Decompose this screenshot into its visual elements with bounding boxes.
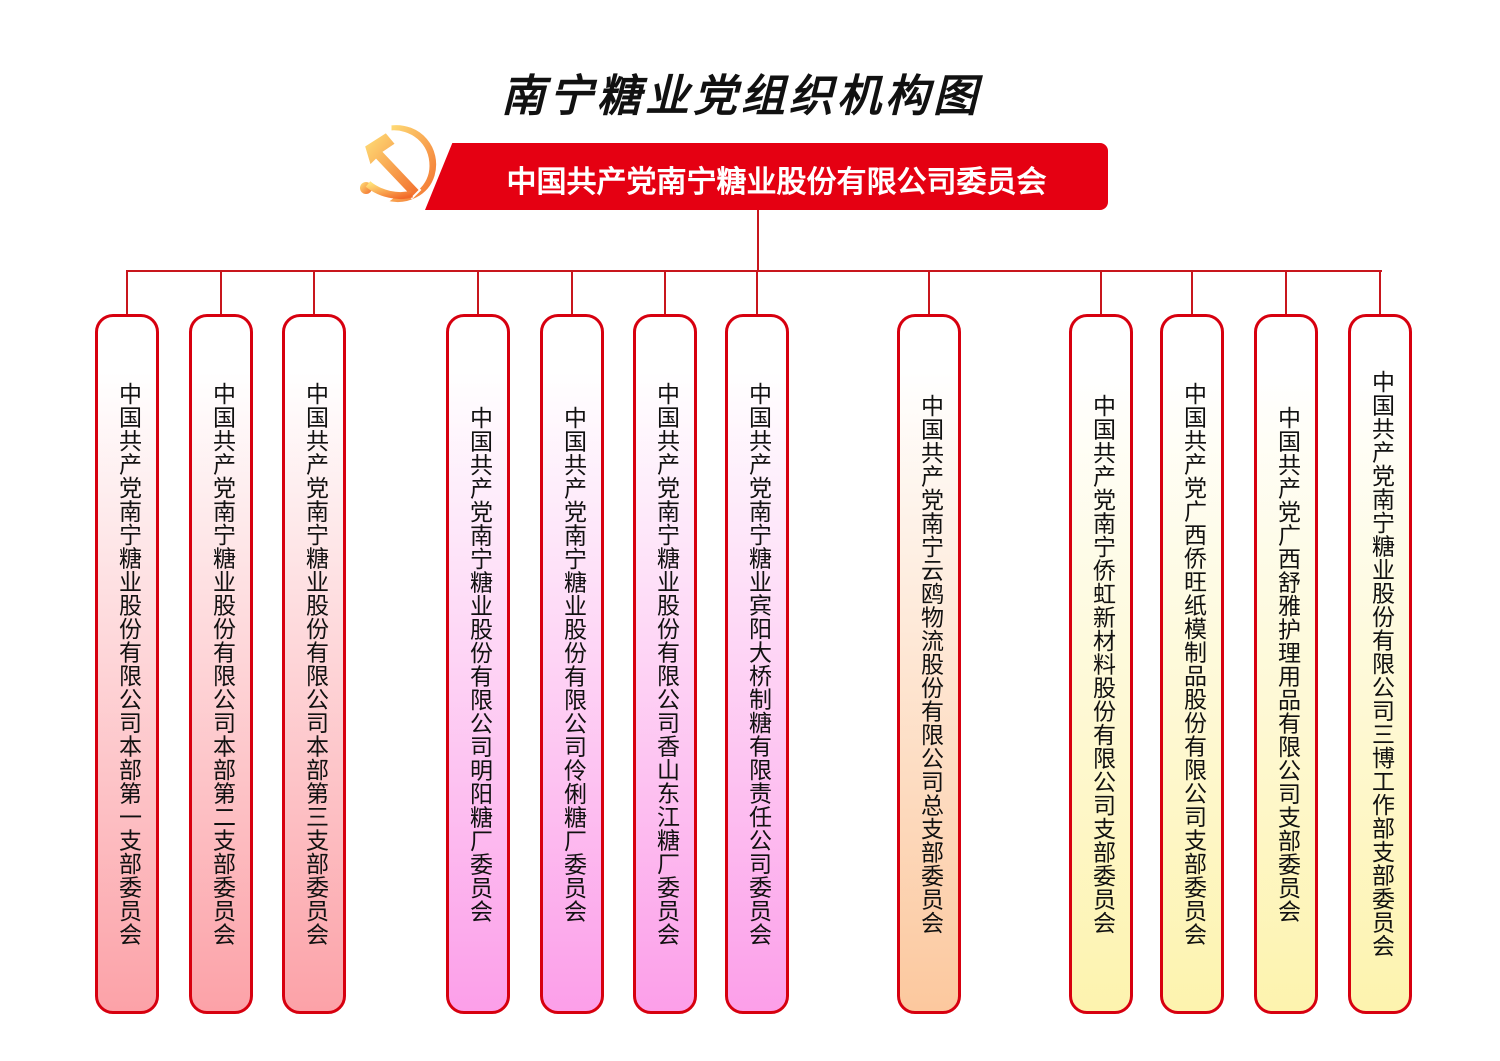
root-committee-node: 中国共产党南宁糖业股份有限公司委员会: [425, 143, 1108, 210]
branch-connector: [664, 271, 666, 315]
branch-committee-label: 中国共产党南宁糖业股份有限公司本部第三支部委员会: [301, 382, 328, 946]
branch-committee-node: 中国共产党广西侨旺纸模制品股份有限公司支部委员会: [1160, 314, 1224, 1014]
branch-connector: [313, 271, 315, 315]
branch-connector: [1100, 271, 1102, 315]
branch-committee-label: 中国共产党南宁糖业股份有限公司明阳糖厂委员会: [465, 405, 492, 923]
chart-title: 南宁糖业党组织机构图: [501, 71, 981, 122]
horizontal-connector: [126, 270, 1382, 272]
branch-connector: [220, 271, 222, 315]
branch-committee-label: 中国共产党南宁糖业股份有限公司香山东江糖厂委员会: [652, 382, 679, 946]
root-committee-label: 中国共产党南宁糖业股份有限公司委员会: [506, 165, 1047, 200]
branch-connector: [477, 271, 479, 315]
branch-committee-node: 中国共产党南宁云鸥物流股份有限公司总支部委员会: [897, 314, 961, 1014]
branch-committee-node: 中国共产党南宁糖业宾阳大桥制糖有限责任公司委员会: [725, 314, 789, 1014]
branch-committee-node: 中国共产党广西舒雅护理用品有限公司支部委员会: [1254, 314, 1318, 1014]
branch-committee-node: 中国共产党南宁糖业股份有限公司本部第三支部委员会: [282, 314, 346, 1014]
branch-committee-label: 中国共产党南宁糖业宾阳大桥制糖有限责任公司委员会: [744, 382, 771, 946]
branch-committee-label: 中国共产党南宁糖业股份有限公司三博工作部支部委员会: [1367, 370, 1394, 958]
branch-committee-label: 中国共产党广西舒雅护理用品有限公司支部委员会: [1273, 405, 1300, 923]
branch-connector: [1285, 271, 1287, 315]
branch-connector: [928, 271, 930, 315]
party-emblem-icon: [360, 122, 440, 205]
branch-committee-label: 中国共产党南宁糖业股份有限公司本部第二支部委员会: [208, 382, 235, 946]
branch-committee-node: 中国共产党南宁糖业股份有限公司明阳糖厂委员会: [446, 314, 510, 1014]
branch-connector: [126, 271, 128, 315]
branch-connector: [1191, 271, 1193, 315]
branch-committee-label: 中国共产党南宁云鸥物流股份有限公司总支部委员会: [916, 393, 943, 935]
branch-committee-label: 中国共产党南宁侨虹新材料股份有限公司支部委员会: [1088, 393, 1115, 935]
branch-connector: [571, 271, 573, 315]
branch-committee-node: 中国共产党南宁糖业股份有限公司三博工作部支部委员会: [1348, 314, 1412, 1014]
branch-connector: [1379, 271, 1381, 315]
branch-committee-node: 中国共产党南宁侨虹新材料股份有限公司支部委员会: [1069, 314, 1133, 1014]
branch-committee-node: 中国共产党南宁糖业股份有限公司本部第二支部委员会: [189, 314, 253, 1014]
branch-committee-label: 中国共产党南宁糖业股份有限公司伶俐糖厂委员会: [559, 405, 586, 923]
branch-committee-node: 中国共产党南宁糖业股份有限公司香山东江糖厂委员会: [633, 314, 697, 1014]
branch-committee-node: 中国共产党南宁糖业股份有限公司伶俐糖厂委员会: [540, 314, 604, 1014]
branch-committee-label: 中国共产党南宁糖业股份有限公司本部第一支部委员会: [114, 382, 141, 946]
branch-committee-node: 中国共产党南宁糖业股份有限公司本部第一支部委员会: [95, 314, 159, 1014]
branch-committee-label: 中国共产党广西侨旺纸模制品股份有限公司支部委员会: [1179, 382, 1206, 946]
root-connector: [757, 210, 759, 272]
branch-connector: [756, 271, 758, 315]
